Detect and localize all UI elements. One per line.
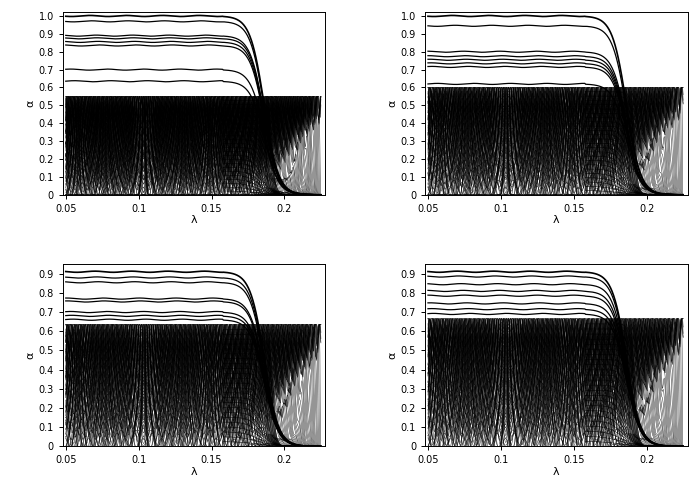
Y-axis label: α: α <box>26 352 36 359</box>
X-axis label: λ: λ <box>553 467 560 477</box>
Y-axis label: α: α <box>26 100 36 107</box>
X-axis label: λ: λ <box>191 467 198 477</box>
Y-axis label: α: α <box>388 100 398 107</box>
Y-axis label: α: α <box>388 352 398 359</box>
X-axis label: λ: λ <box>191 215 198 225</box>
X-axis label: λ: λ <box>553 215 560 225</box>
